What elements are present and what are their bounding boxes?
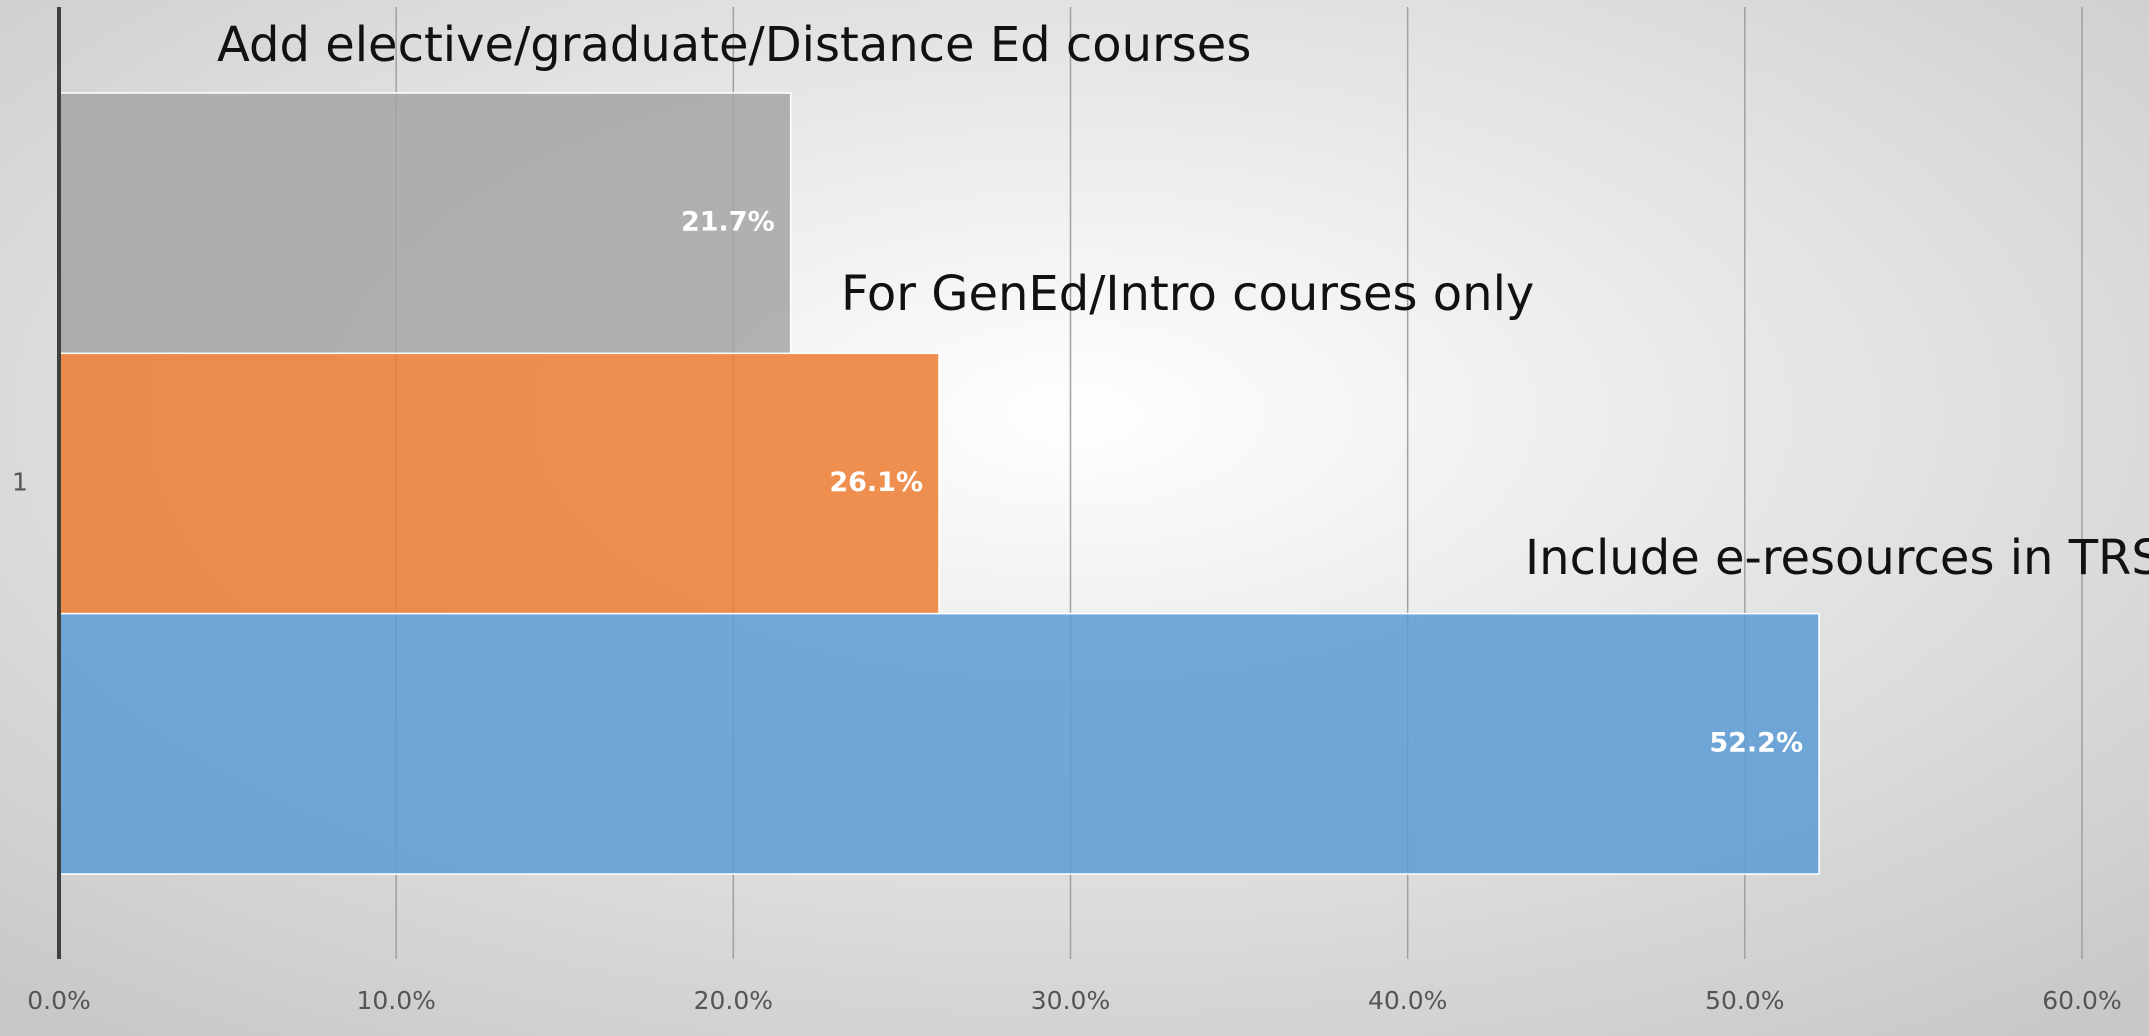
value-label: 26.1% — [829, 467, 923, 498]
value-label: 52.2% — [1709, 727, 1803, 758]
y-tick-label: 1 — [12, 468, 28, 497]
bar — [58, 92, 792, 355]
x-tick-label: 40.0% — [1368, 986, 1447, 1015]
value-label: 21.7% — [681, 207, 775, 238]
series-label: For GenEd/Intro courses only — [841, 266, 1534, 322]
x-tick-label: 60.0% — [2042, 986, 2121, 1015]
x-tick-label: 20.0% — [694, 986, 773, 1015]
x-tick-label: 10.0% — [356, 986, 435, 1015]
x-tick-label: 0.0% — [27, 986, 91, 1015]
series-label: Include e-resources in TRS — [1525, 530, 2149, 586]
x-tick-label: 30.0% — [1031, 986, 1110, 1015]
series-label: Add elective/graduate/Distance Ed course… — [217, 17, 1251, 73]
bar — [58, 612, 1820, 875]
bar — [58, 352, 940, 615]
x-tick-label: 50.0% — [1705, 986, 1784, 1015]
